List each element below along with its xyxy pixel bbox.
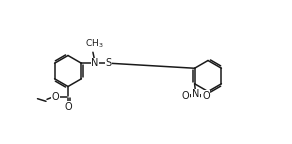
Text: O: O bbox=[181, 91, 189, 101]
Text: N: N bbox=[91, 58, 99, 68]
Text: N: N bbox=[192, 89, 199, 99]
Text: O: O bbox=[202, 91, 210, 101]
Text: O: O bbox=[64, 102, 72, 111]
Text: CH$_3$: CH$_3$ bbox=[85, 37, 103, 50]
Text: S: S bbox=[105, 58, 112, 68]
Text: O: O bbox=[52, 91, 59, 102]
